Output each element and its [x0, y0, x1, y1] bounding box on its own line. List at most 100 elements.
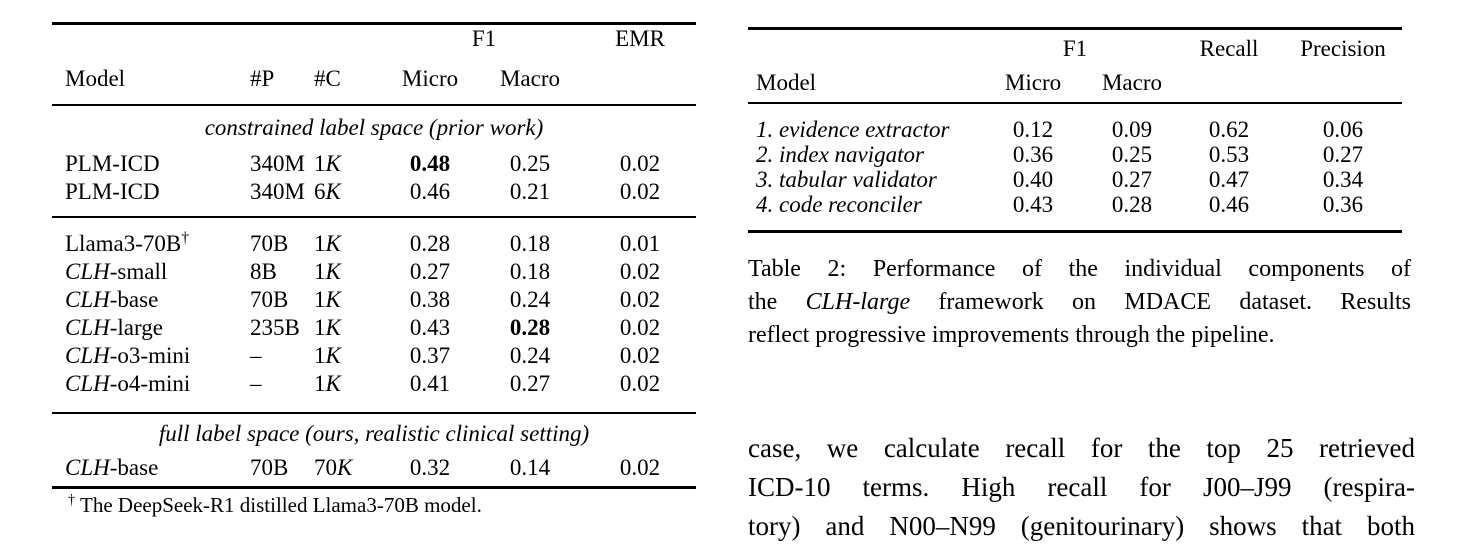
spacer-cell [1174, 68, 1285, 104]
component-cell: 4. code reconciler [756, 192, 922, 217]
table-row: CLH-small 8B 1K 0.27 0.18 0.02 [52, 258, 696, 286]
f1-macro-cell: 0.18 [509, 259, 551, 284]
table-row: CLH-o4-mini – 1K 0.41 0.27 0.02 [52, 370, 697, 414]
model-cell: CLH-o3-mini [65, 343, 191, 368]
recall-cell: 0.47 [1208, 167, 1250, 192]
params-cell: – [250, 343, 262, 368]
emr-cell: 0.02 [619, 151, 661, 176]
dagger-marker: † [68, 492, 76, 508]
table-row: 2. index navigator 0.36 0.25 0.53 0.27 [748, 142, 1402, 167]
caption-line: Table 2: Performance of the individual c… [748, 256, 1411, 282]
table-row: CLH-base 70B 1K 0.38 0.24 0.02 [52, 286, 696, 314]
f1-macro-cell: 0.14 [509, 455, 551, 480]
header-precision: Precision [1300, 36, 1386, 61]
header-f1-group: F1 [1062, 36, 1088, 61]
table-row: Llama3-70B† 70B 1K 0.28 0.18 0.01 [52, 217, 696, 258]
table-row: F1 EMR [52, 24, 696, 54]
codes-cell: 1K [314, 151, 341, 176]
model-cell: CLH-small [65, 259, 168, 284]
f1-micro-cell: 0.46 [384, 178, 476, 218]
table-row: CLH-o3-mini – 1K 0.37 0.24 0.02 [52, 342, 696, 370]
header-micro: Micro [384, 53, 476, 106]
body-paragraph: case, we calculate recall for the top 25… [748, 429, 1415, 546]
header-recall: Recall [1199, 36, 1259, 61]
emr-cell: 0.02 [619, 455, 661, 480]
f1-macro-cell: 0.25 [1111, 142, 1153, 167]
model-cell: Llama3-70B† [65, 229, 190, 256]
header-codes: #C [308, 53, 384, 106]
header-macro: Macro [476, 53, 585, 106]
f1-macro-cell: 0.24 [509, 343, 551, 368]
results-table: F1 EMR Model #P #C Micro Macro constrain… [52, 22, 697, 489]
params-cell: 70B [250, 455, 289, 480]
header-f1-group: F1 [471, 26, 497, 51]
precision-cell: 0.34 [1322, 167, 1364, 192]
emr-cell: 0.02 [619, 343, 661, 368]
footnote-text: The DeepSeek-R1 distilled Llama3-70B mod… [75, 493, 482, 517]
model-cell: CLH-base [65, 287, 159, 312]
spacer-cell [584, 53, 697, 106]
f1-micro-cell: 0.48 [409, 151, 451, 176]
header-micro: Micro [976, 68, 1090, 104]
f1-macro-cell: 0.09 [1111, 117, 1153, 142]
f1-macro-cell: 0.28 [1111, 192, 1153, 217]
body-line: case, we calculate recall for the top 25… [748, 433, 1415, 463]
table-row: Model Micro Macro [748, 68, 1403, 104]
f1-macro-cell: 0.25 [509, 151, 551, 176]
emr-cell: 0.02 [619, 287, 661, 312]
f1-micro-cell: 0.38 [409, 287, 451, 312]
precision-cell: 0.36 [1322, 192, 1364, 217]
emr-cell: 0.02 [619, 259, 661, 284]
precision-cell: 0.27 [1322, 142, 1364, 167]
component-cell: 2. index navigator [756, 142, 924, 167]
emr-cell: 0.01 [619, 231, 661, 256]
params-cell: 70B [250, 231, 289, 256]
header-model: Model [748, 68, 976, 104]
params-cell: 70B [250, 287, 289, 312]
f1-macro-cell: 0.21 [476, 178, 585, 218]
section-label: constrained label space (prior work) [204, 115, 544, 140]
section-label-row: constrained label space (prior work) [52, 105, 696, 150]
section-label: full label space (ours, realistic clinic… [158, 421, 590, 446]
emr-cell: 0.02 [619, 315, 661, 340]
table-row: Model #P #C Micro Macro [52, 53, 697, 106]
f1-micro-cell: 0.28 [409, 231, 451, 256]
params-cell: 340M [250, 151, 305, 176]
table-row: F1 Recall Precision [748, 29, 1402, 69]
table-row: PLM-ICD 340M 6K 0.46 0.21 0.02 [52, 178, 697, 218]
codes-cell: 1K [314, 287, 341, 312]
header-macro: Macro [1090, 68, 1175, 104]
header-emr: EMR [615, 26, 665, 51]
f1-micro-cell: 0.40 [1012, 167, 1054, 192]
params-cell: – [244, 370, 308, 414]
model-cell: CLH-o4-mini [52, 370, 244, 414]
table-row: CLH-base 70B 70K 0.32 0.14 0.02 [52, 454, 696, 488]
precision-cell: 0.06 [1322, 117, 1364, 142]
header-params: #P [244, 53, 308, 106]
params-cell: 8B [250, 259, 277, 284]
f1-macro-cell: 0.27 [1111, 167, 1153, 192]
section-label-row: full label space (ours, realistic clinic… [52, 413, 696, 454]
table-2-caption: Table 2: Performance of the individual c… [748, 253, 1411, 352]
table-row: CLH-large 235B 1K 0.43 0.28 0.02 [52, 314, 696, 342]
codes-cell: 1K [314, 343, 341, 368]
f1-micro-cell: 0.37 [409, 343, 451, 368]
f1-micro-cell: 0.43 [1012, 192, 1054, 217]
codes-cell: 70K [314, 455, 353, 480]
spacer-cell [1284, 68, 1403, 104]
caption-line: reflect progressive improvements through… [748, 322, 1275, 348]
dagger-marker: † [181, 229, 190, 247]
f1-macro-cell: 0.24 [509, 287, 551, 312]
codes-cell: 1K [314, 259, 341, 284]
model-cell: CLH-base [65, 455, 159, 480]
f1-micro-cell: 0.36 [1012, 142, 1054, 167]
codes-cell: 1K [308, 370, 384, 414]
recall-cell: 0.46 [1208, 192, 1250, 217]
model-cell: PLM-ICD [52, 178, 244, 218]
table-footnote: † The DeepSeek-R1 distilled Llama3-70B m… [68, 492, 482, 518]
codes-cell: 6K [308, 178, 384, 218]
body-line: tory) and N00–N99 (genitourinary) shows … [748, 511, 1415, 541]
recall-cell: 0.62 [1208, 117, 1250, 142]
f1-micro-cell: 0.41 [384, 370, 476, 414]
params-cell: 340M [244, 178, 308, 218]
